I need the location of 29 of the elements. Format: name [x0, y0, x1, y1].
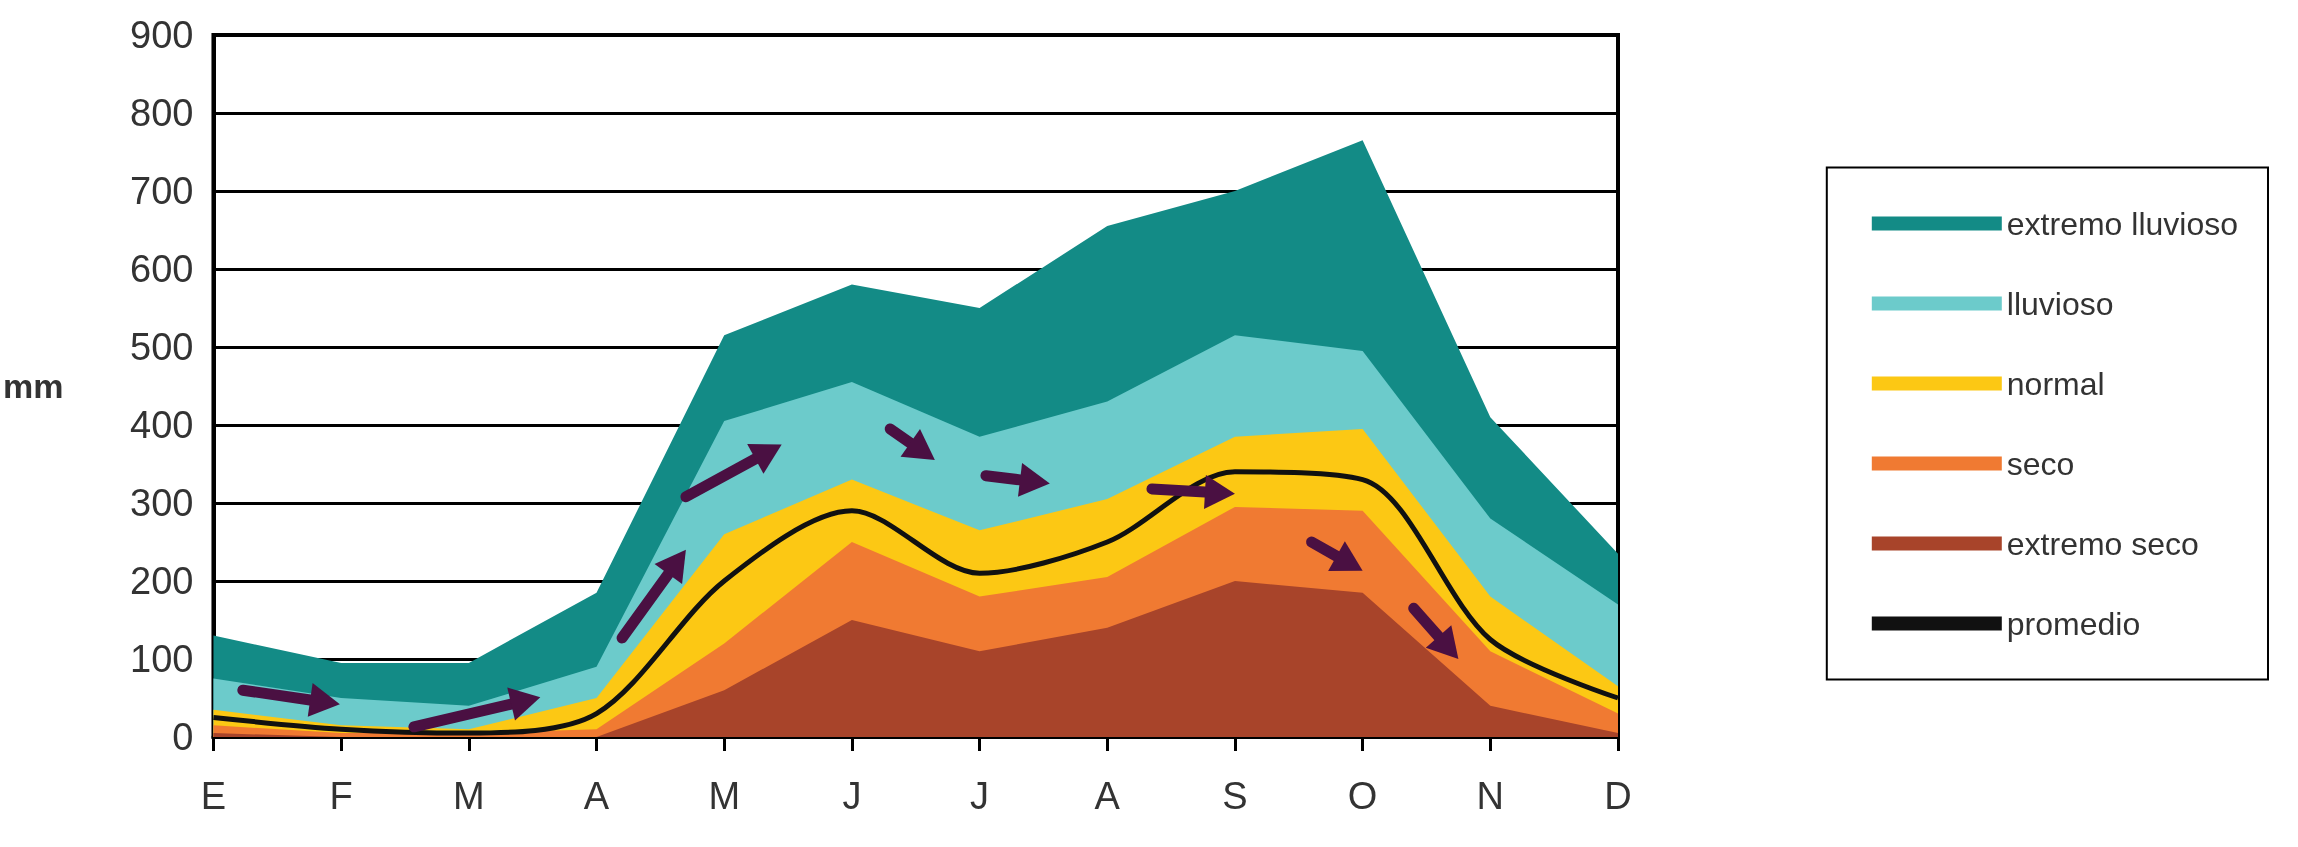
- y-tick-label: 500: [130, 326, 194, 368]
- x-tick-label: F: [329, 775, 353, 817]
- legend-label: extremo seco: [2006, 525, 2199, 562]
- y-tick-label: 800: [130, 92, 194, 134]
- x-tick-label: D: [1604, 775, 1632, 817]
- y-tick-label: 400: [130, 404, 194, 446]
- y-tick-label: 900: [130, 14, 194, 56]
- x-tick-label: N: [1476, 775, 1505, 817]
- legend-label: promedio: [2006, 605, 2141, 642]
- x-tick-label: E: [200, 775, 227, 817]
- y-tick-label: 600: [130, 248, 194, 290]
- legend-label: lluvioso: [2006, 285, 2114, 322]
- legend-label: seco: [2006, 445, 2075, 482]
- legend-label: extremo lluvioso: [2006, 205, 2238, 242]
- x-tick-label: M: [708, 775, 741, 817]
- x-tick-label: J: [970, 775, 990, 817]
- y-tick-label: 200: [130, 560, 194, 602]
- x-tick-label: M: [453, 775, 485, 817]
- y-tick-label: 700: [130, 170, 194, 212]
- legend-label: normal: [2006, 365, 2105, 402]
- y-tick-label: 300: [130, 482, 194, 524]
- x-tick-label: O: [1347, 775, 1378, 817]
- y-tick-label: 0: [172, 716, 194, 758]
- x-tick-label: A: [1094, 775, 1121, 817]
- x-tick-label: A: [583, 775, 610, 817]
- x-tick-label: J: [842, 775, 862, 817]
- y-axis-title: mm: [2, 367, 64, 405]
- x-tick-label: S: [1222, 775, 1248, 817]
- y-tick-label: 100: [130, 638, 194, 680]
